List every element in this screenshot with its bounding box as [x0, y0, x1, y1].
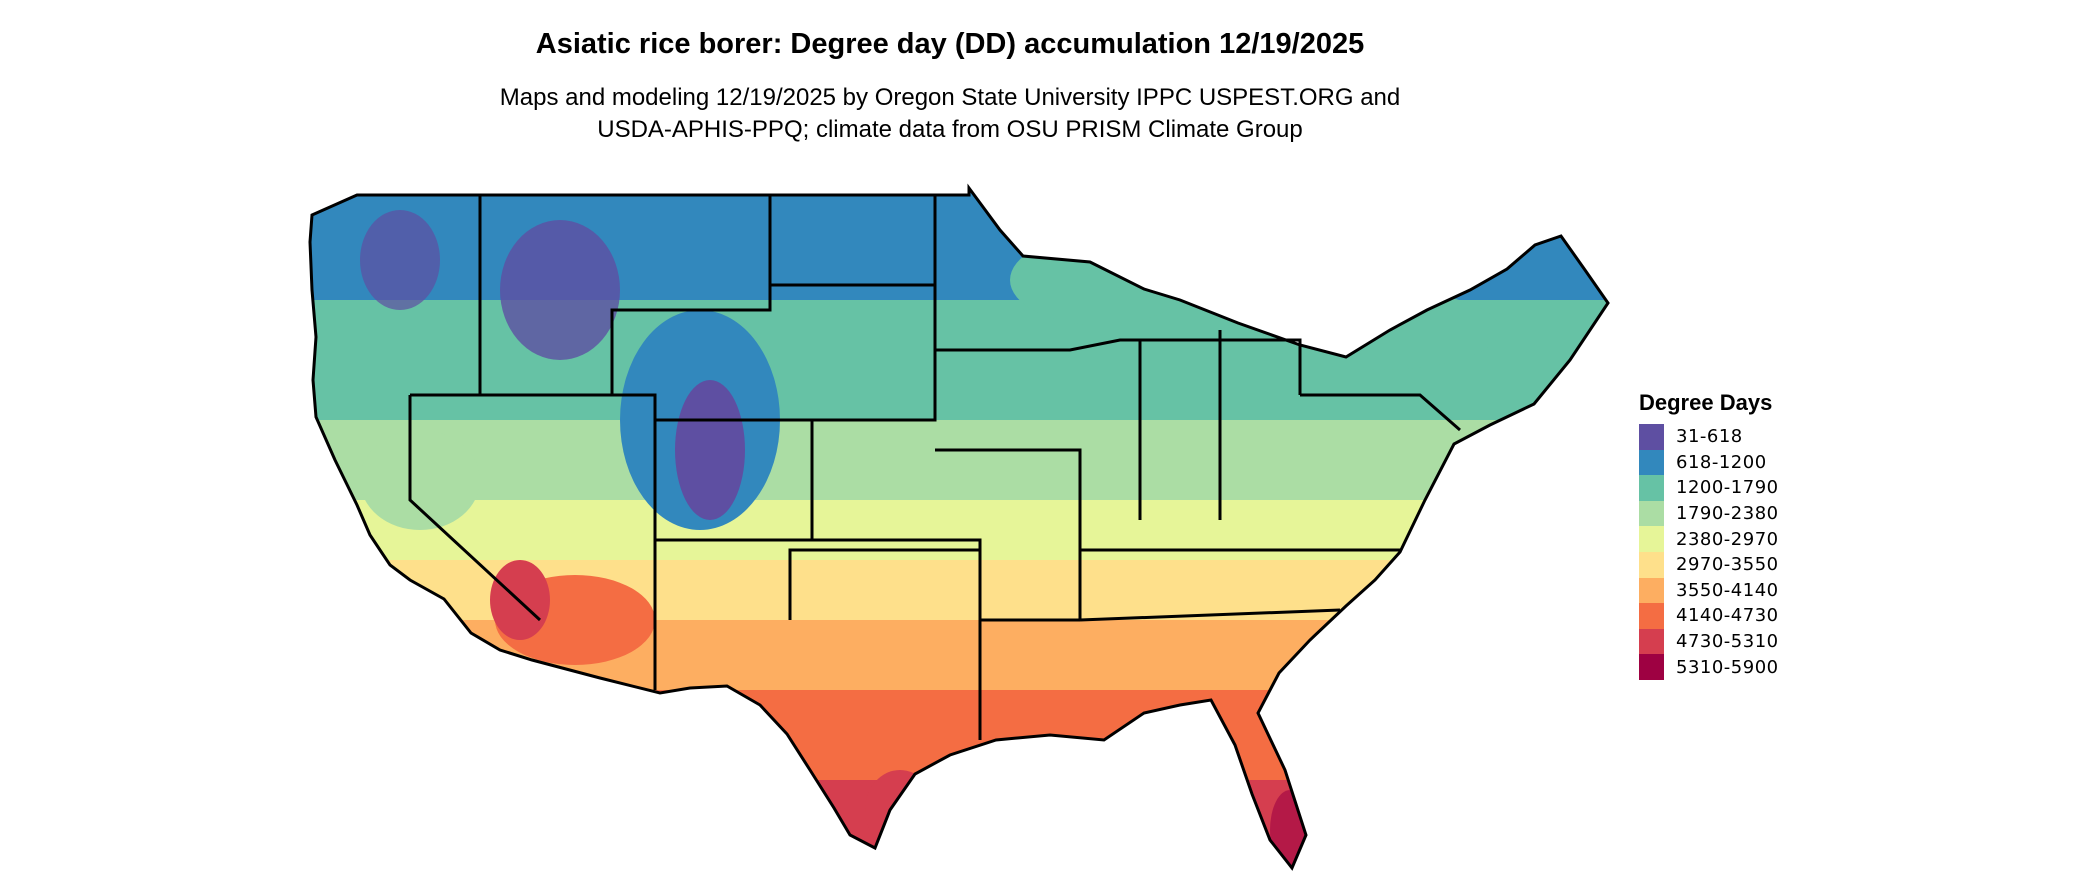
legend-label: 31-618 — [1676, 426, 1743, 448]
legend-label: 3550-4140 — [1676, 579, 1779, 601]
legend-label: 1200-1790 — [1676, 477, 1779, 499]
legend-swatch — [1639, 449, 1664, 476]
legend-label: 4140-4730 — [1676, 605, 1779, 627]
legend-label: 618-1200 — [1676, 451, 1767, 473]
legend-item: 1790-2380 — [1639, 500, 1779, 527]
map-subtitle-line2: USDA-APHIS-PPQ; climate data from OSU PR… — [597, 116, 1303, 143]
map-subtitle-line1: Maps and modeling 12/19/2025 by Oregon S… — [499, 84, 1401, 111]
map-title: Asiatic rice borer: Degree day (DD) accu… — [535, 28, 1365, 60]
legend-item: 4140-4730 — [1639, 603, 1779, 629]
legend-swatch — [1639, 577, 1664, 604]
legend-swatch — [1639, 603, 1664, 629]
legend-item: 2970-3550 — [1639, 551, 1779, 578]
legend-label: 1790-2380 — [1676, 503, 1779, 525]
legend-swatch — [1639, 526, 1664, 552]
legend-label: 4730-5310 — [1676, 631, 1779, 653]
legend-item: 31-618 — [1639, 424, 1779, 450]
legend-item: 618-1200 — [1639, 449, 1779, 476]
legend-label: 2380-2970 — [1676, 528, 1779, 550]
legend-title: Degree Days — [1639, 390, 1773, 415]
legend-swatch — [1639, 475, 1664, 501]
state-boundaries — [308, 186, 1610, 870]
legend-label: 5310-5900 — [1676, 656, 1779, 678]
legend-item: 2380-2970 — [1639, 526, 1779, 552]
legend-item: 3550-4140 — [1639, 577, 1779, 604]
legend-label: 2970-3550 — [1676, 554, 1779, 576]
legend-swatch — [1639, 628, 1664, 655]
legend-swatch — [1639, 424, 1664, 450]
legend-swatch — [1639, 500, 1664, 527]
legend-swatch — [1639, 654, 1664, 680]
degree-day-raster — [310, 188, 1608, 868]
legend-item: 4730-5310 — [1639, 628, 1779, 655]
legend-swatch — [1639, 551, 1664, 578]
legend-item: 1200-1790 — [1639, 475, 1779, 501]
legend-item: 5310-5900 — [1639, 654, 1779, 680]
legend: Degree Days 31-618 618-1200 1200-1790 1790-… — [1639, 390, 1779, 680]
